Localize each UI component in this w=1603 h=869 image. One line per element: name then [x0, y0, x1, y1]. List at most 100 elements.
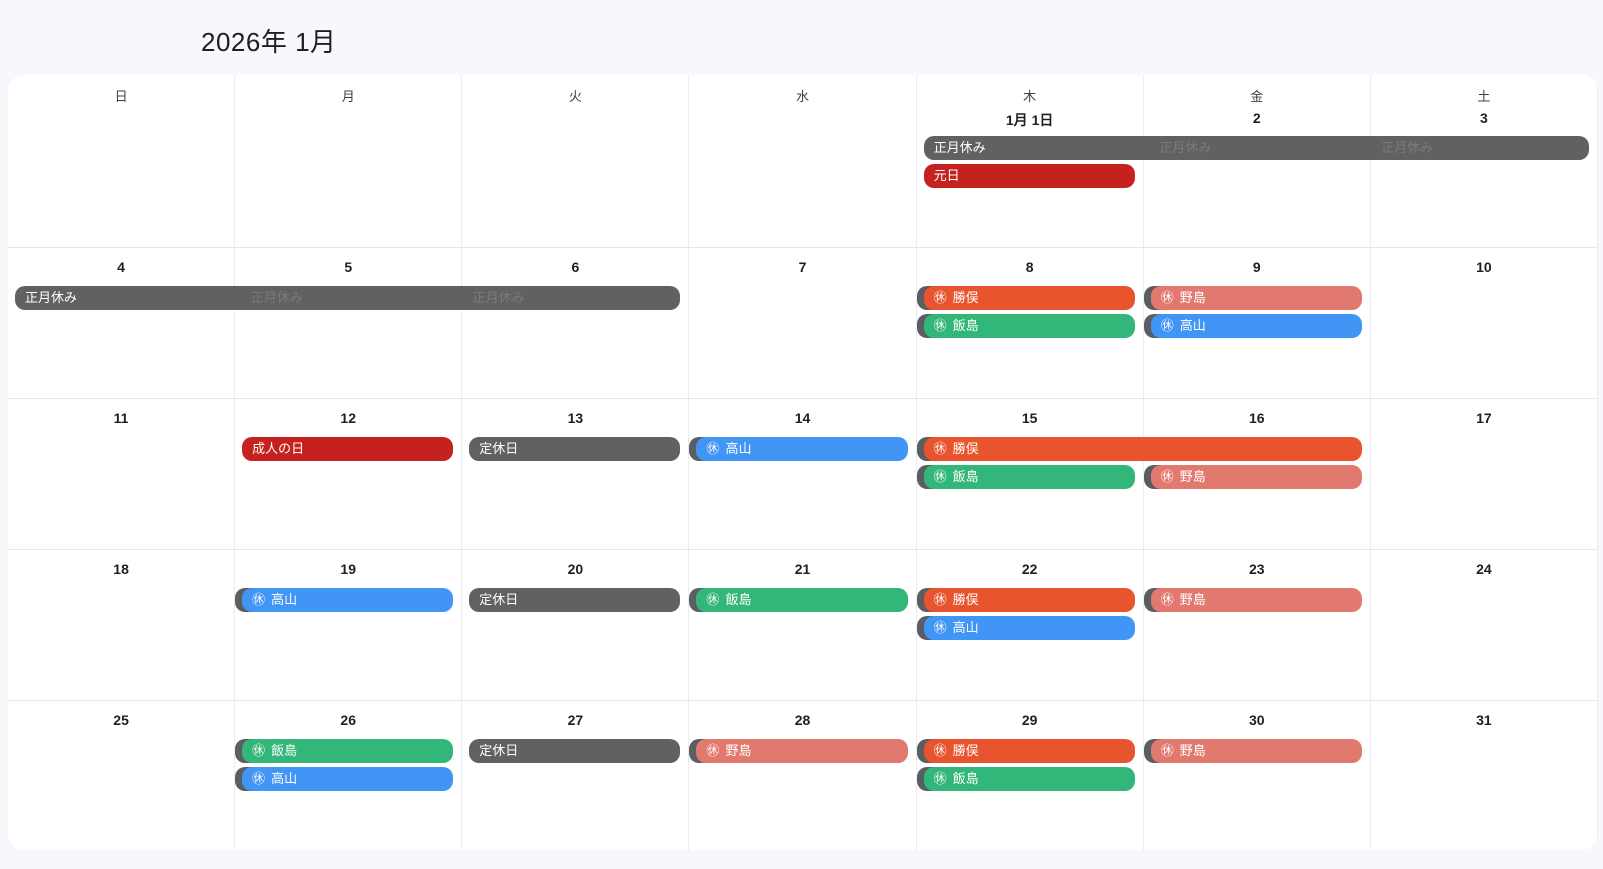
event-pill-content: 定休日 — [469, 588, 680, 612]
day-cell[interactable]: 17 — [1371, 399, 1598, 549]
day-cell[interactable]: 7 — [689, 248, 917, 398]
day-cell[interactable]: 25 — [8, 701, 236, 850]
event-pill[interactable]: ㊡飯島 — [242, 739, 454, 763]
rest-icon: ㊡ — [1160, 469, 1174, 484]
rest-icon: ㊡ — [252, 771, 266, 786]
day-cell[interactable]: 月 — [235, 75, 463, 247]
rest-icon: ㊡ — [706, 441, 720, 456]
day-cell[interactable]: 6 — [462, 248, 690, 398]
rest-icon: ㊡ — [933, 771, 947, 786]
rest-icon: ㊡ — [933, 620, 947, 635]
weekday-label: 月 — [341, 89, 355, 104]
day-cell[interactable]: 23 — [1144, 550, 1371, 700]
day-cell[interactable]: 14 — [689, 399, 917, 549]
day-cell[interactable]: 20 — [462, 550, 690, 700]
week-row: 11 12 13 14 15 16 17 成人の日 定休日㊡高山㊡勝俣㊡飯島㊡野島 — [8, 398, 1598, 549]
event-pill[interactable]: 正月休み 正月休み 正月休み — [15, 286, 681, 310]
day-cell[interactable]: 13 — [462, 399, 690, 549]
event-label: 高山 — [271, 592, 298, 607]
event-pill[interactable]: ㊡飯島 — [923, 314, 1135, 338]
event-pill[interactable]: 定休日 — [469, 739, 681, 763]
event-pill[interactable]: ㊡飯島 — [923, 465, 1135, 489]
day-cell[interactable]: 16 — [1144, 399, 1371, 549]
week-row: 4 5 6 7 8 9 10 正月休み 正月休み 正月休み ㊡勝俣㊡飯島㊡野島㊡高山 — [8, 247, 1598, 398]
event-pill[interactable]: 定休日 — [469, 437, 681, 461]
rest-icon: ㊡ — [706, 592, 720, 607]
day-cell[interactable]: 21 — [689, 550, 917, 700]
event-label-ghost: 正月休み — [472, 290, 525, 305]
event-pill[interactable]: ㊡飯島 — [696, 588, 908, 612]
event-pill[interactable]: ㊡野島 — [696, 739, 908, 763]
day-cell[interactable]: 30 — [1144, 701, 1371, 850]
day-cell[interactable]: 26 — [235, 701, 463, 850]
event-pill-content: 正月休み 正月休み 正月休み — [15, 286, 680, 310]
day-cell[interactable]: 31 — [1371, 701, 1598, 850]
day-cell[interactable]: 18 — [8, 550, 236, 700]
day-number: 19 — [340, 561, 356, 577]
event-pill[interactable]: 定休日 — [469, 588, 681, 612]
day-cell[interactable]: 日 — [8, 75, 236, 247]
day-number: 6 — [571, 259, 580, 275]
day-number: 16 — [1248, 410, 1265, 426]
rest-icon: ㊡ — [706, 743, 720, 758]
event-label: 野島 — [1179, 469, 1206, 484]
day-cell[interactable]: 24 — [1371, 550, 1598, 700]
event-label: 高山 — [725, 441, 752, 456]
event-pill-content: ㊡高山 — [242, 767, 453, 791]
event-pill[interactable]: ㊡飯島 — [923, 767, 1135, 791]
day-number: 10 — [1476, 259, 1492, 275]
event-pill[interactable]: ㊡勝俣 — [923, 437, 1362, 461]
day-cell[interactable]: 22 — [917, 550, 1144, 700]
day-cell[interactable]: 19 — [235, 550, 463, 700]
event-label: 飯島 — [952, 771, 979, 786]
event-pill-content: 成人の日 — [242, 437, 453, 461]
rest-icon: ㊡ — [1160, 290, 1174, 305]
event-pill-content: ㊡飯島 — [924, 314, 1135, 338]
event-pill[interactable]: ㊡勝俣 — [923, 588, 1135, 612]
rest-icon: ㊡ — [933, 318, 947, 333]
day-cell[interactable]: 4 — [8, 248, 236, 398]
event-pill[interactable]: ㊡勝俣 — [923, 739, 1135, 763]
event-pill-content: ㊡野島 — [1151, 286, 1362, 310]
event-pill[interactable]: ㊡高山 — [242, 767, 454, 791]
rest-icon: ㊡ — [252, 743, 266, 758]
event-pill[interactable]: ㊡野島 — [1150, 286, 1362, 310]
event-pill-content: ㊡野島 — [1151, 465, 1362, 489]
event-pill[interactable]: 成人の日 — [242, 437, 454, 461]
day-number: 15 — [1021, 410, 1038, 426]
day-cell[interactable]: 9 — [1144, 248, 1371, 398]
day-cell[interactable]: 8 — [917, 248, 1144, 398]
event-pill-content: ㊡勝俣 — [924, 588, 1135, 612]
day-number: 28 — [794, 712, 811, 728]
event-pill[interactable]: ㊡野島 — [1150, 739, 1362, 763]
weekday-label: 土 — [1477, 89, 1491, 104]
day-number: 5 — [344, 259, 353, 275]
day-cell[interactable]: 10 — [1371, 248, 1598, 398]
day-cell[interactable]: 水 — [689, 75, 917, 247]
day-cell[interactable]: 火 — [462, 75, 690, 247]
event-pill[interactable]: 元日 — [923, 164, 1135, 188]
day-cell[interactable]: 15 — [917, 399, 1144, 549]
day-cell[interactable]: 木 1月 1日 — [917, 75, 1144, 247]
event-label: 高山 — [271, 771, 298, 786]
event-pill[interactable]: ㊡勝俣 — [923, 286, 1135, 310]
event-pill[interactable]: ㊡野島 — [1150, 465, 1362, 489]
event-pill[interactable]: ㊡高山 — [923, 616, 1135, 640]
day-cell[interactable]: 5 — [235, 248, 463, 398]
day-cell[interactable]: 11 — [8, 399, 236, 549]
event-pill[interactable]: ㊡高山 — [242, 588, 454, 612]
day-cell[interactable]: 27 — [462, 701, 690, 850]
day-cell[interactable]: 28 — [689, 701, 917, 850]
top-bar: 2026年 1月 — [0, 0, 1603, 75]
day-cell[interactable]: 29 — [917, 701, 1144, 850]
event-pill[interactable]: ㊡高山 — [696, 437, 908, 461]
event-pill[interactable]: 正月休み 正月休み 正月休み — [923, 136, 1589, 160]
day-cell[interactable]: 12 — [235, 399, 463, 549]
day-number: 22 — [1021, 561, 1038, 577]
event-label: 飯島 — [725, 592, 752, 607]
event-pill[interactable]: ㊡野島 — [1150, 588, 1362, 612]
event-pill[interactable]: ㊡高山 — [1150, 314, 1362, 338]
day-number: 12 — [340, 410, 356, 426]
